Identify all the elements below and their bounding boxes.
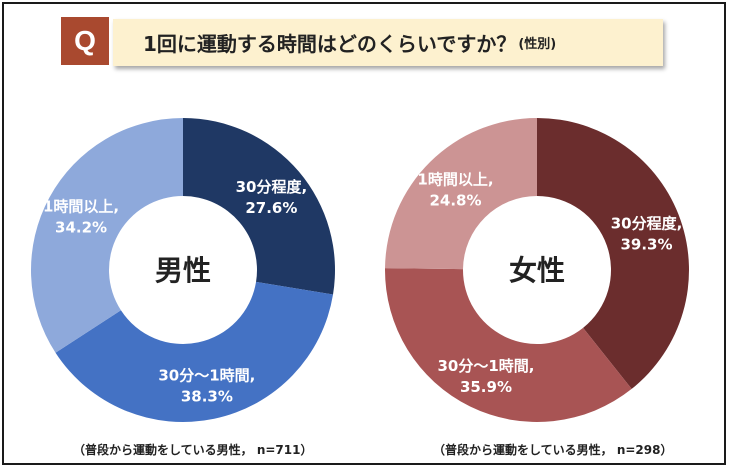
question-label: Q	[74, 25, 96, 56]
slice-female-1	[385, 268, 632, 422]
slice-female-0	[537, 118, 689, 389]
chart-title: 1回に運動する時間はどのくらいですか？	[143, 32, 517, 56]
slice-female-2	[385, 118, 537, 270]
question-badge: Q	[61, 17, 109, 65]
slice-label-male-2: 1時間以上, 34.2%	[43, 198, 119, 237]
center-label-male: 男性	[155, 254, 211, 287]
note-male: （普段から運動をしている男性， n=711）	[73, 443, 313, 457]
slice-male-2	[31, 118, 184, 353]
slice-male-0	[183, 118, 335, 295]
slice-label-female-0: 30分程度, 39.3%	[611, 215, 683, 254]
chart-subtitle: (性別)	[518, 37, 557, 52]
slice-male-1	[55, 281, 334, 423]
title-bar: 1回に運動する時間はどのくらいですか？ (性別)	[113, 19, 663, 66]
slice-label-male-1: 30分～1時間, 38.3%	[158, 367, 255, 406]
slice-label-male-0: 30分程度, 27.6%	[236, 178, 308, 217]
note-female: （普段から運動をしている男性， n=298）	[433, 443, 673, 457]
center-label-female: 女性	[509, 254, 565, 287]
slice-label-female-2: 1時間以上, 24.8%	[417, 170, 493, 209]
slice-label-female-1: 30分～1時間, 35.9%	[437, 357, 534, 396]
